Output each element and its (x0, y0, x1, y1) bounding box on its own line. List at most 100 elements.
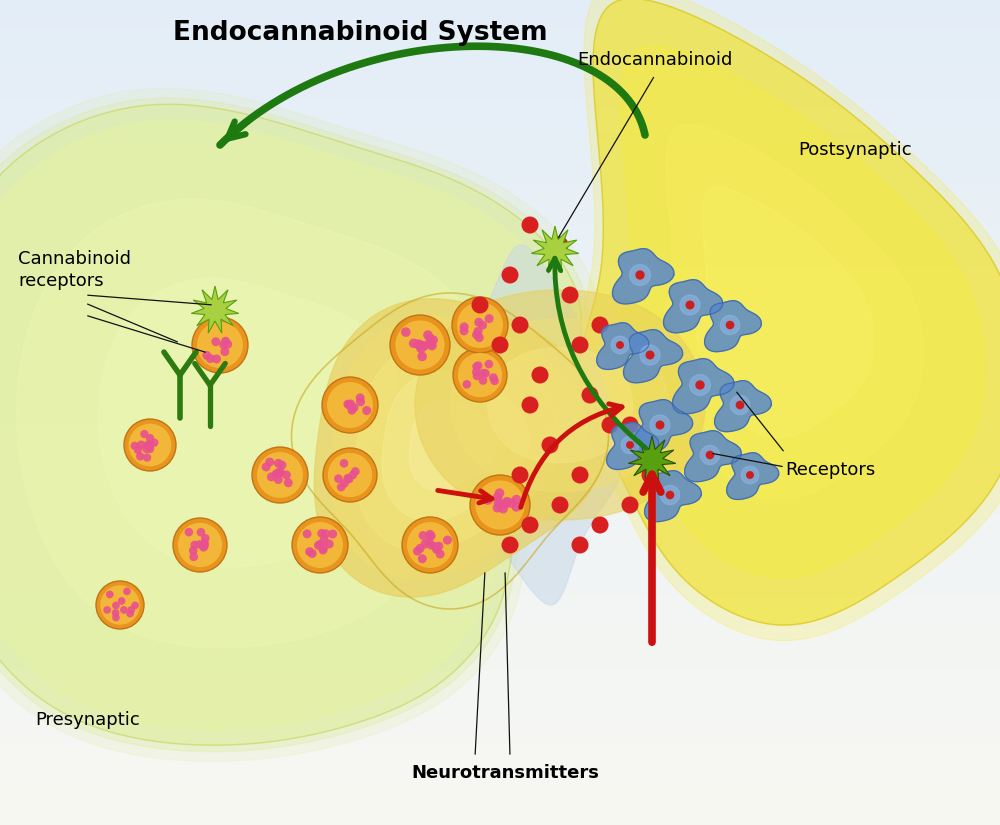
Circle shape (144, 441, 152, 449)
Circle shape (145, 441, 154, 449)
Text: Endocannabinoid System: Endocannabinoid System (173, 20, 547, 46)
Circle shape (501, 266, 518, 284)
Circle shape (695, 380, 705, 389)
Bar (0, 370, 1000, 380)
Circle shape (478, 321, 487, 330)
Circle shape (185, 528, 193, 536)
Bar (0, 700, 1000, 710)
Bar (0, 395, 1000, 404)
Circle shape (475, 333, 484, 342)
Bar (0, 684, 1000, 693)
Circle shape (492, 337, 509, 353)
Circle shape (274, 459, 283, 468)
Circle shape (622, 497, 639, 513)
Circle shape (322, 377, 378, 433)
Bar (0, 403, 1000, 412)
Circle shape (483, 495, 493, 505)
Bar (0, 445, 1000, 454)
Circle shape (552, 237, 568, 253)
Bar (0, 181, 1000, 190)
Circle shape (635, 271, 645, 280)
Circle shape (297, 522, 343, 568)
Circle shape (150, 439, 158, 447)
Polygon shape (705, 300, 761, 351)
Circle shape (407, 522, 453, 568)
Circle shape (423, 330, 433, 340)
Circle shape (626, 441, 634, 449)
Circle shape (395, 320, 445, 370)
Circle shape (424, 537, 433, 546)
Bar (0, 214, 1000, 223)
Bar (0, 453, 1000, 462)
Circle shape (340, 459, 348, 468)
Circle shape (196, 540, 204, 549)
Circle shape (415, 340, 425, 350)
Bar (0, 329, 1000, 338)
Polygon shape (720, 315, 740, 335)
Circle shape (356, 398, 365, 406)
Circle shape (127, 606, 135, 614)
Circle shape (197, 322, 243, 368)
Circle shape (134, 446, 142, 454)
Circle shape (495, 488, 504, 497)
Bar (0, 560, 1000, 569)
Circle shape (417, 351, 427, 361)
Circle shape (320, 535, 329, 545)
Circle shape (305, 547, 314, 556)
Circle shape (460, 323, 469, 332)
Circle shape (343, 399, 352, 408)
Circle shape (206, 354, 215, 363)
Polygon shape (650, 415, 670, 435)
Circle shape (103, 606, 111, 614)
Circle shape (414, 340, 424, 349)
Circle shape (257, 452, 303, 498)
Bar (0, 255, 1000, 264)
Circle shape (276, 468, 285, 476)
Bar (0, 618, 1000, 627)
Circle shape (272, 469, 281, 478)
Bar (0, 16, 1000, 25)
Circle shape (431, 542, 440, 551)
Circle shape (472, 296, 488, 314)
Bar (0, 535, 1000, 545)
Polygon shape (628, 436, 676, 483)
Circle shape (418, 554, 427, 563)
Polygon shape (580, 0, 1000, 625)
Polygon shape (611, 337, 629, 354)
Circle shape (275, 469, 283, 478)
Circle shape (479, 369, 487, 378)
Circle shape (481, 369, 490, 378)
Bar (0, 156, 1000, 165)
Circle shape (416, 344, 426, 353)
Circle shape (348, 406, 356, 415)
Circle shape (112, 609, 119, 617)
Bar (0, 189, 1000, 198)
Circle shape (275, 468, 283, 477)
Circle shape (284, 478, 293, 488)
Circle shape (137, 441, 145, 449)
Bar (0, 692, 1000, 701)
Polygon shape (645, 470, 701, 521)
Bar (0, 593, 1000, 602)
Bar (0, 115, 1000, 124)
Circle shape (319, 544, 328, 553)
Circle shape (334, 474, 343, 483)
Bar (0, 527, 1000, 536)
Circle shape (686, 300, 694, 309)
Circle shape (100, 585, 140, 625)
Bar (0, 733, 1000, 742)
Circle shape (415, 340, 425, 350)
Polygon shape (630, 265, 650, 285)
Bar (0, 428, 1000, 437)
Circle shape (282, 470, 291, 479)
Circle shape (409, 338, 419, 348)
Bar (0, 511, 1000, 520)
Circle shape (512, 466, 528, 483)
Bar (0, 568, 1000, 578)
Bar (0, 379, 1000, 388)
Circle shape (512, 317, 528, 333)
Circle shape (131, 441, 139, 450)
Circle shape (512, 495, 521, 504)
Circle shape (511, 502, 521, 512)
Circle shape (494, 497, 503, 507)
